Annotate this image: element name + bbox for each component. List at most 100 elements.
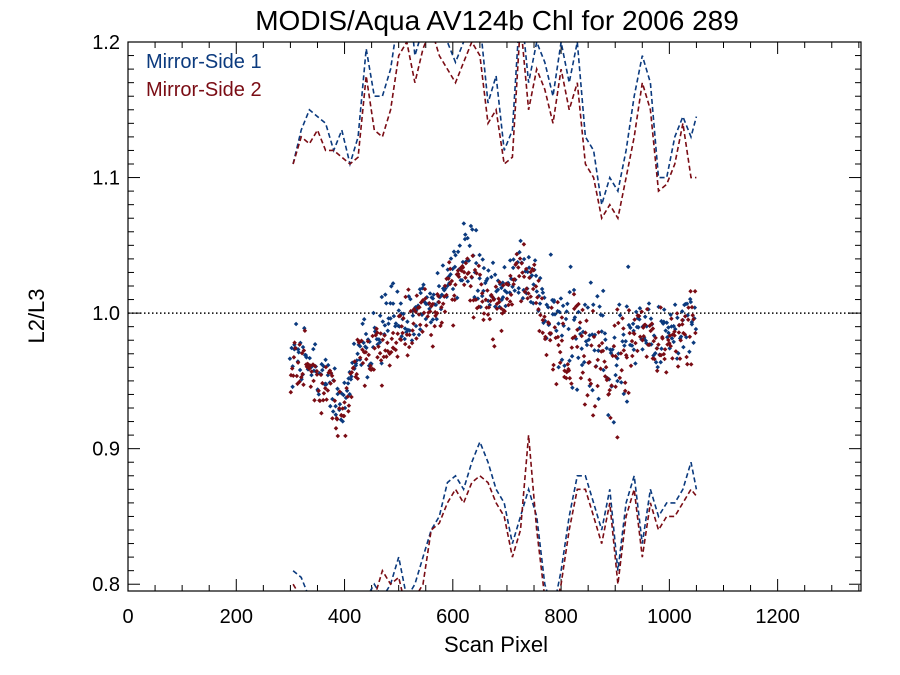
data-point bbox=[307, 355, 312, 361]
data-point bbox=[565, 301, 570, 307]
data-point bbox=[409, 340, 415, 346]
data-point bbox=[341, 392, 346, 398]
data-point bbox=[569, 345, 575, 350]
data-point bbox=[418, 290, 423, 296]
data-point bbox=[687, 349, 692, 355]
data-point bbox=[359, 338, 364, 344]
data-point bbox=[678, 338, 683, 343]
data-point bbox=[500, 295, 506, 300]
data-point bbox=[377, 339, 383, 345]
data-point bbox=[672, 302, 678, 307]
data-point bbox=[287, 356, 293, 361]
data-point bbox=[377, 313, 383, 318]
x-tick-label: 200 bbox=[220, 606, 253, 628]
data-point bbox=[668, 312, 673, 317]
data-point bbox=[487, 316, 493, 322]
data-point bbox=[582, 402, 588, 407]
data-point bbox=[317, 398, 323, 404]
data-point bbox=[351, 341, 357, 347]
data-point bbox=[507, 299, 513, 304]
data-point bbox=[297, 379, 302, 385]
data-point bbox=[521, 274, 527, 279]
data-point bbox=[586, 337, 592, 342]
data-point bbox=[682, 332, 688, 337]
data-point bbox=[365, 339, 371, 344]
data-point bbox=[337, 401, 343, 407]
data-point bbox=[537, 328, 542, 334]
data-point bbox=[597, 304, 602, 309]
data-point bbox=[421, 310, 427, 316]
data-point bbox=[629, 338, 635, 344]
data-point bbox=[379, 294, 385, 300]
data-point bbox=[537, 301, 543, 306]
data-point bbox=[311, 346, 316, 352]
data-point bbox=[646, 301, 652, 306]
data-point bbox=[610, 353, 615, 359]
data-point bbox=[328, 403, 333, 409]
data-point bbox=[514, 261, 519, 266]
data-point bbox=[388, 316, 393, 321]
data-point bbox=[536, 278, 541, 283]
data-point bbox=[626, 390, 631, 396]
data-point bbox=[488, 298, 493, 304]
data-point bbox=[569, 381, 574, 386]
data-point bbox=[533, 273, 539, 279]
data-point bbox=[389, 284, 394, 289]
data-point bbox=[357, 344, 363, 349]
data-point bbox=[516, 290, 521, 295]
data-point bbox=[608, 415, 613, 421]
data-point bbox=[333, 403, 338, 409]
data-point bbox=[467, 298, 473, 303]
data-point bbox=[603, 337, 608, 342]
data-point bbox=[470, 227, 475, 232]
data-point bbox=[295, 360, 301, 365]
data-point bbox=[632, 331, 637, 337]
data-point bbox=[335, 386, 340, 392]
data-point bbox=[578, 375, 584, 381]
data-point bbox=[436, 294, 441, 299]
data-point bbox=[398, 301, 404, 306]
data-point bbox=[651, 338, 656, 344]
data-point bbox=[658, 359, 663, 365]
data-point bbox=[648, 316, 654, 321]
data-point bbox=[534, 289, 540, 294]
data-point bbox=[343, 433, 348, 439]
data-point bbox=[595, 294, 600, 299]
data-point bbox=[574, 387, 580, 392]
data-point bbox=[499, 328, 504, 334]
data-point bbox=[337, 389, 342, 394]
data-point bbox=[584, 318, 589, 323]
data-point bbox=[472, 267, 478, 273]
data-point bbox=[375, 330, 380, 335]
data-point bbox=[490, 260, 496, 266]
data-point bbox=[502, 264, 507, 270]
data-point bbox=[364, 345, 369, 351]
data-point bbox=[457, 243, 463, 248]
data-point bbox=[602, 374, 608, 379]
data-point bbox=[684, 354, 689, 360]
data-point bbox=[581, 353, 587, 359]
data-point bbox=[623, 339, 628, 344]
data-point bbox=[674, 311, 680, 316]
data-point bbox=[555, 299, 560, 305]
data-point bbox=[413, 309, 418, 314]
data-point bbox=[495, 287, 501, 293]
data-point bbox=[289, 366, 295, 371]
data-point bbox=[382, 323, 388, 328]
data-point bbox=[602, 359, 607, 364]
data-point bbox=[546, 320, 552, 326]
data-point bbox=[641, 334, 646, 339]
data-point bbox=[424, 323, 429, 328]
data-point bbox=[459, 278, 465, 283]
data-point bbox=[440, 301, 446, 307]
data-point bbox=[642, 322, 648, 328]
data-point bbox=[615, 307, 620, 312]
data-point bbox=[556, 364, 561, 370]
legend-entry-ms1: Mirror-Side 1 bbox=[146, 51, 262, 73]
data-point bbox=[661, 351, 667, 357]
data-point bbox=[518, 238, 523, 244]
y-tick-label: 0.9 bbox=[92, 439, 120, 461]
data-point bbox=[559, 357, 565, 363]
y-tick-label: 1.2 bbox=[92, 32, 120, 54]
data-point bbox=[680, 322, 685, 327]
